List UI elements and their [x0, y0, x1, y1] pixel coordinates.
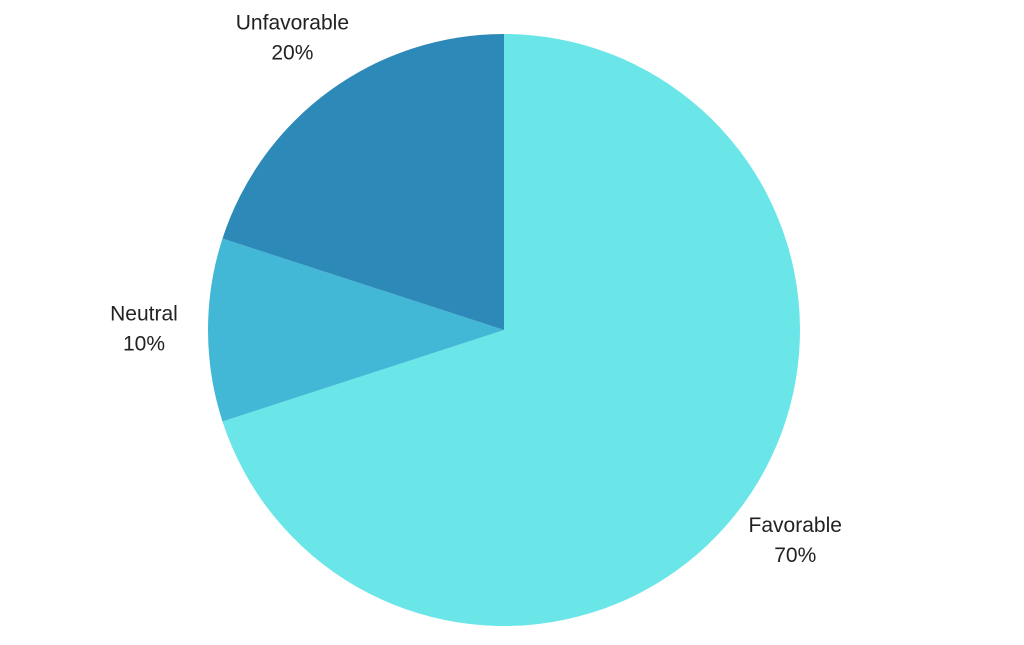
slice-value-label: 10% — [123, 333, 165, 356]
pie-slice — [222, 34, 800, 626]
pie-slice — [208, 238, 505, 422]
slice-label: Unfavorable — [236, 11, 349, 34]
slice-label: Neutral — [110, 303, 178, 326]
slice-value-label: 20% — [271, 41, 313, 64]
slice-label: Favorable — [749, 514, 842, 537]
slice-value-label: 70% — [774, 544, 816, 567]
pie-slice — [222, 34, 504, 330]
